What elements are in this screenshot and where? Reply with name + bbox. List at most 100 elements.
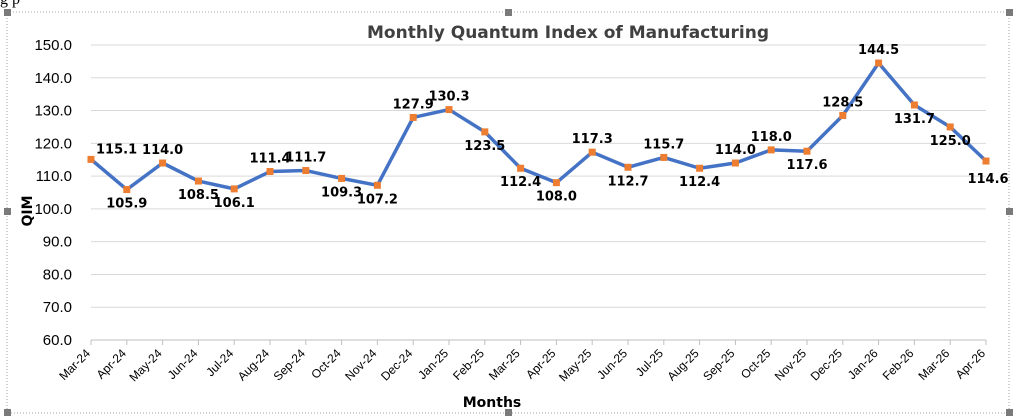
resize-handle-top-left[interactable] — [4, 9, 11, 16]
data-label: 105.9 — [106, 197, 147, 212]
resize-handle-bottom-right[interactable] — [1006, 409, 1013, 416]
page-text-snippet: g p — [0, 0, 20, 9]
x-tick-label: May-24 — [127, 346, 165, 384]
data-markers — [87, 59, 990, 194]
x-tick-label: Apr-26 — [953, 346, 989, 382]
x-tick-label: Jun-25 — [594, 346, 630, 382]
x-tick-label: Nov-25 — [772, 346, 809, 383]
y-tick-label: 130.0 — [34, 103, 72, 120]
data-label: 130.3 — [428, 90, 469, 105]
resize-handle-middle-left[interactable] — [4, 208, 11, 215]
data-point-marker — [875, 59, 883, 67]
y-tick-label: 90.0 — [43, 234, 72, 251]
x-tick-label: Apr-24 — [94, 346, 130, 382]
data-point-marker — [803, 147, 811, 155]
data-label: 114.0 — [715, 143, 756, 158]
data-label: 125.0 — [930, 134, 971, 149]
data-label: 115.7 — [643, 137, 684, 152]
data-point-marker — [731, 159, 739, 167]
y-tick-label: 140.0 — [34, 70, 72, 87]
resize-handle-middle-right[interactable] — [1006, 208, 1013, 215]
data-label: 144.5 — [858, 43, 899, 58]
data-label: 114.6 — [967, 172, 1008, 187]
x-tick-label: Feb-26 — [880, 346, 917, 383]
data-point-marker — [946, 123, 954, 131]
y-axis-label: QIM — [20, 195, 36, 226]
data-label: 123.5 — [464, 139, 505, 154]
data-label: 117.6 — [786, 158, 827, 173]
data-label: 107.2 — [357, 192, 398, 207]
data-point-marker — [481, 128, 489, 136]
x-tick-label: Jan-25 — [415, 346, 451, 382]
x-tick-label: Apr-25 — [523, 346, 559, 382]
data-label: 108.0 — [536, 190, 577, 205]
x-tick-label: May-25 — [556, 346, 594, 384]
data-point-marker — [624, 163, 632, 171]
resize-handle-bottom-center[interactable] — [505, 409, 512, 416]
data-label: 106.1 — [214, 196, 255, 211]
y-tick-labels: 60.0 70.0 80.0 90.0 100.0 110.0 120.0 130.0 140.… — [34, 37, 72, 349]
data-label: 118.0 — [751, 130, 792, 145]
data-point-marker — [552, 179, 560, 187]
x-tick-label: Aug-24 — [235, 346, 272, 383]
x-tick-label: Oct-25 — [738, 346, 774, 382]
data-point-marker — [194, 177, 202, 185]
resize-handle-bottom-left[interactable] — [4, 409, 11, 416]
data-point-marker — [338, 174, 346, 182]
x-tick-label: Jun-24 — [165, 346, 201, 382]
data-label: 111.4 — [249, 152, 290, 167]
resize-handle-top-right[interactable] — [1006, 9, 1013, 16]
data-point-marker — [230, 185, 238, 193]
x-tick-label: Sep-24 — [271, 346, 308, 383]
y-tick-label: 150.0 — [34, 37, 72, 54]
data-label: 114.0 — [142, 143, 183, 158]
y-tick-label: 120.0 — [34, 135, 72, 152]
x-tick-label: Mar-24 — [56, 346, 93, 383]
data-point-marker — [982, 157, 990, 165]
y-tick-label: 80.0 — [43, 266, 72, 283]
data-point-marker — [588, 148, 596, 156]
data-label: 128.5 — [822, 95, 863, 110]
x-tick-label: Aug-25 — [664, 346, 701, 383]
x-tick-label: Dec-24 — [378, 346, 415, 383]
series-line — [89, 61, 988, 192]
data-label: 127.9 — [393, 97, 434, 112]
chart-title: Monthly Quantum Index of Manufacturing — [367, 23, 769, 43]
data-label: 115.1 — [96, 142, 137, 157]
x-tick-label: Dec-25 — [808, 346, 845, 383]
x-tick-label: Jul-25 — [633, 346, 666, 379]
data-point-marker — [517, 164, 525, 172]
data-label: 112.4 — [500, 175, 541, 190]
data-label: 111.7 — [285, 151, 326, 166]
data-label: 109.3 — [321, 185, 362, 200]
data-point-marker — [266, 168, 274, 176]
data-label: 108.5 — [178, 188, 219, 203]
data-point-marker — [445, 106, 453, 114]
x-tick-label: Mar-26 — [916, 346, 953, 383]
x-tick-label: Jul-24 — [203, 346, 236, 379]
data-point-marker — [159, 159, 167, 167]
y-tick-label: 60.0 — [43, 332, 72, 349]
y-tick-label: 110.0 — [36, 168, 72, 185]
x-tick-label: Nov-24 — [342, 346, 379, 383]
data-label: 117.3 — [572, 132, 613, 147]
x-tick-label: Sep-25 — [700, 346, 737, 383]
data-point-marker — [839, 111, 847, 119]
data-point-marker — [123, 186, 131, 194]
data-point-marker — [660, 153, 668, 161]
data-label: 112.7 — [607, 174, 648, 189]
data-point-marker — [87, 155, 95, 163]
data-point-marker — [767, 146, 775, 154]
data-point-marker — [696, 164, 704, 172]
x-tick-label: Mar-25 — [486, 346, 523, 383]
resize-handle-top-center[interactable] — [505, 9, 512, 16]
x-axis-label: Months — [463, 395, 522, 411]
data-label: 112.4 — [679, 175, 720, 190]
data-point-marker — [373, 181, 381, 189]
data-point-marker — [302, 167, 310, 175]
y-tick-label: 70.0 — [43, 299, 72, 316]
